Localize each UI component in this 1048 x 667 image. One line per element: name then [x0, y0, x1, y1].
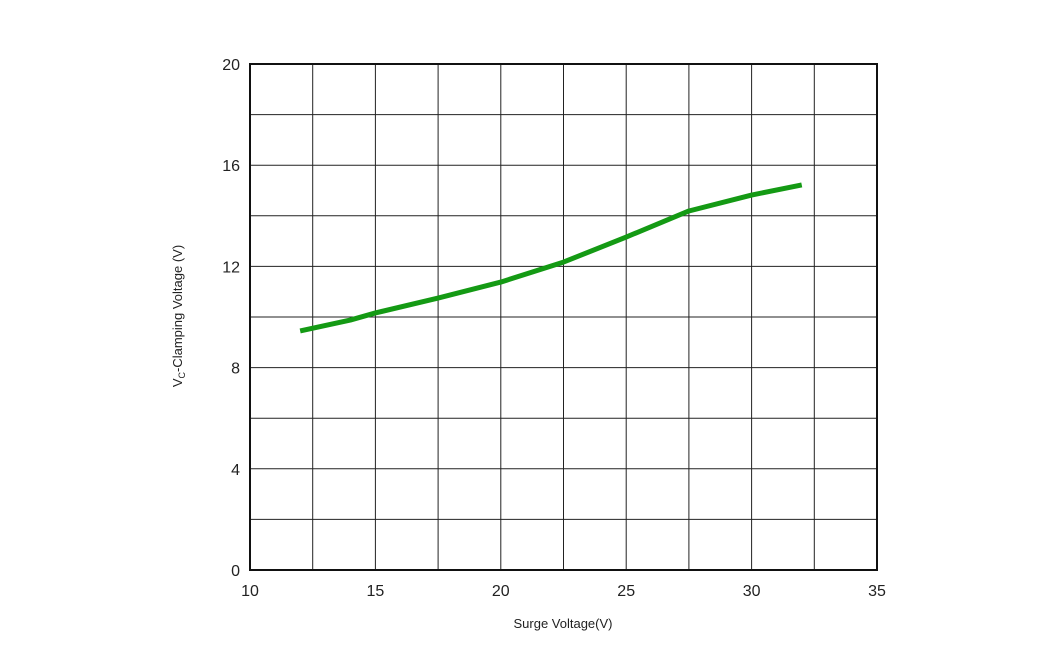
y-label-sub: C [177, 372, 187, 379]
x-axis-label: Surge Voltage(V) [513, 616, 612, 631]
plot-frame [249, 63, 878, 571]
y-tick-label: 16 [222, 158, 240, 175]
x-tick-label: 30 [743, 583, 761, 600]
x-tick-label: 15 [367, 583, 385, 600]
x-tick-label: 10 [241, 583, 259, 600]
y-tick-label: 0 [231, 563, 240, 580]
x-tick-label: 35 [868, 583, 886, 600]
x-tick-label: 25 [617, 583, 635, 600]
y-label-main: V [170, 378, 185, 387]
y-tick-label: 12 [222, 259, 240, 276]
y-label-rest: -Clamping Voltage (V) [170, 245, 185, 372]
y-tick-label: 4 [231, 462, 240, 479]
y-axis-label: VC-Clamping Voltage (V) [170, 245, 187, 387]
x-tick-label: 20 [492, 583, 510, 600]
y-tick-label: 20 [222, 57, 240, 74]
data-line [299, 182, 803, 334]
y-tick-label: 8 [231, 361, 240, 378]
